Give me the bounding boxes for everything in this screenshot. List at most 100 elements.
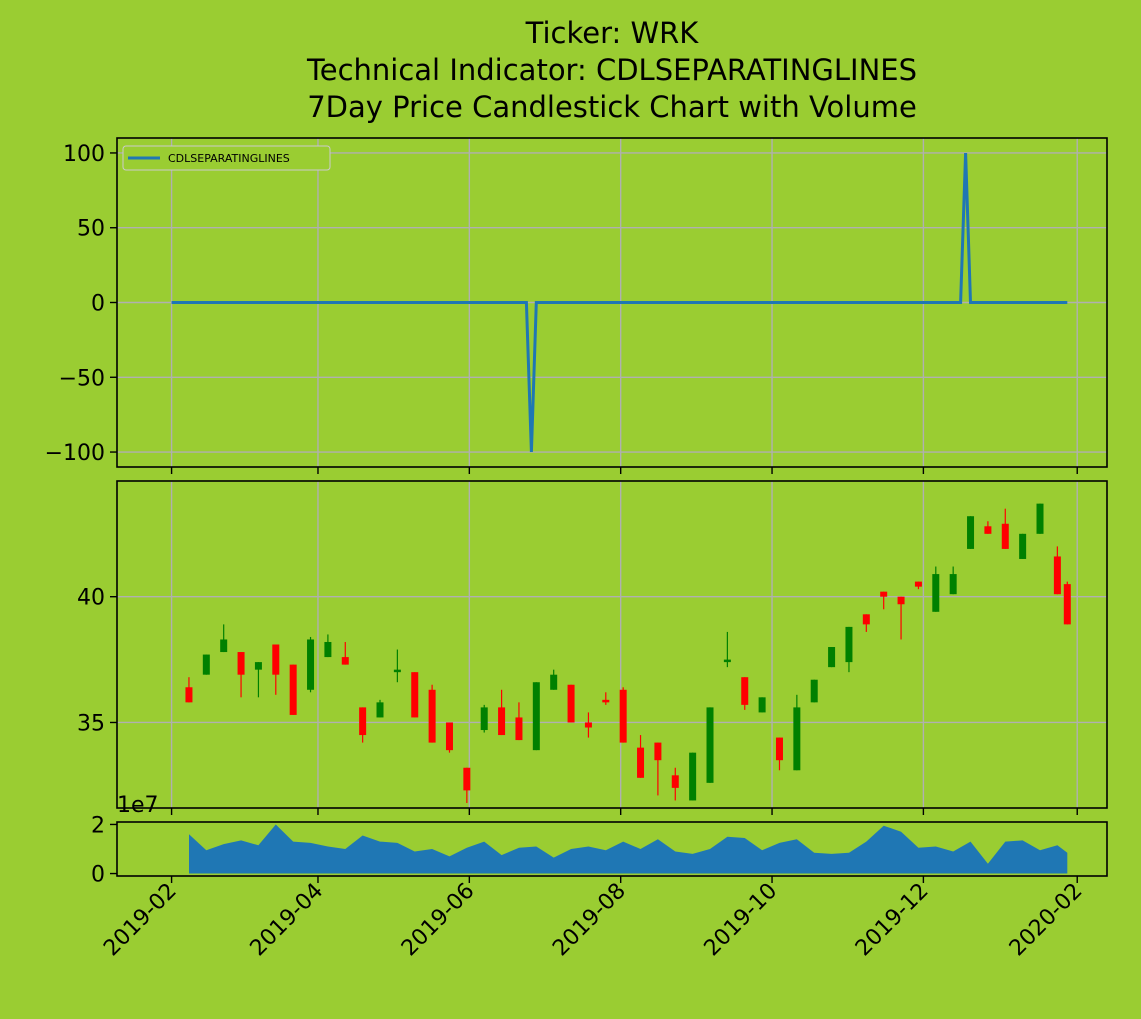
candle-body [932,574,940,612]
candle-down [602,692,610,705]
candle-body [324,641,332,658]
candle-down [289,664,297,715]
volume-scale-label: 1e7 [117,793,159,818]
x-tick-label: 2019-02 [99,879,182,962]
candle-body [1063,584,1071,625]
candle-up [706,707,714,783]
candle-body [532,682,540,751]
candle-up [307,636,315,693]
candle-body [949,574,957,595]
candle-up [828,647,836,668]
legend-box [122,145,331,171]
candle-body [498,707,506,736]
candle-up [967,516,975,549]
candle-body [654,742,662,761]
candle-up [793,694,801,771]
candle-up [220,624,228,653]
candle-down [428,684,436,743]
candle-body [359,707,367,736]
candle-up [254,662,262,698]
candle-body [1019,533,1027,559]
y-tick-label: 50 [77,217,105,242]
candle-down [619,687,627,743]
candle-body [480,707,488,731]
y-tick-label: 0 [91,863,105,888]
candle-body [220,639,228,653]
candle-down [1063,581,1071,625]
y-tick-label: 100 [63,142,105,167]
candle-down [914,581,922,590]
x-tick-label: 2019-12 [851,879,934,962]
candle-body [967,516,975,549]
plot-frame [116,821,1108,877]
candle-body [914,581,922,587]
candle-body [289,664,297,715]
plot-area [117,481,1107,808]
x-tick-label: 2019-06 [397,879,480,962]
candle-down [775,737,783,771]
candle-down [897,596,905,640]
candle-body [237,652,245,675]
candle-body [393,669,401,673]
candle-body [810,679,818,703]
candle-down [880,591,888,610]
candle-up [758,697,766,713]
candle-down [445,722,453,753]
volume-area [189,824,1068,874]
candle-up [532,682,540,751]
candle-body [862,614,870,625]
candle-body [758,697,766,713]
candle-body [1001,523,1009,549]
volume-panel: 0 2 1e7 [91,793,1108,888]
plot-frame [116,137,1108,468]
candle-up [689,752,697,801]
candle-up [723,631,731,668]
title-chart-description: 7Day Price Candlestick Chart with Volume [307,90,917,124]
y-tick-label: 35 [77,711,105,736]
x-tick-label: 2019-10 [700,879,783,962]
title-ticker: Ticker: WRK [525,16,699,50]
x-tick-label: 2019-04 [246,879,329,962]
candle-down [359,707,367,743]
candle-down [463,767,471,803]
candle-down [237,652,245,698]
plot-frame [116,480,1108,809]
y-tick-label: 2 [91,813,105,838]
candle-body [584,722,592,728]
candle-down [654,742,662,796]
candle-body [897,596,905,605]
candle-body [637,747,645,778]
candle-up [324,634,332,658]
candle-down [862,614,870,632]
candle-body [619,689,627,743]
candle-up [480,704,488,733]
candle-body [411,672,419,718]
candle-up [949,566,957,595]
candle-down [272,644,280,695]
candle-body [376,702,384,718]
candle-body [741,677,749,705]
candle-body [550,674,558,690]
candle-body [463,767,471,791]
candle-up [550,669,558,690]
candle-down [341,641,349,665]
y-tick-label: 40 [77,586,105,611]
candle-down [984,521,992,534]
x-axis: 2019-02 2019-04 2019-06 2019-08 2019-10 2019-… [99,879,1087,962]
y-tick-label: 0 [91,292,105,317]
candle-down [515,702,523,741]
candle-body [723,659,731,663]
x-tick-label: 2020-02 [1005,879,1088,962]
candle-down [671,767,679,801]
candle-up [1036,503,1044,534]
candle-body [515,717,523,741]
candle-body [1053,556,1061,595]
candle-down [1053,546,1061,595]
candle-body [793,707,801,771]
price-panel: 35 40 [77,480,1108,815]
candle-up [1019,533,1027,559]
candle-body [307,639,315,690]
candle-down [498,689,506,736]
candle-up [376,699,384,718]
candle-down [584,712,592,738]
